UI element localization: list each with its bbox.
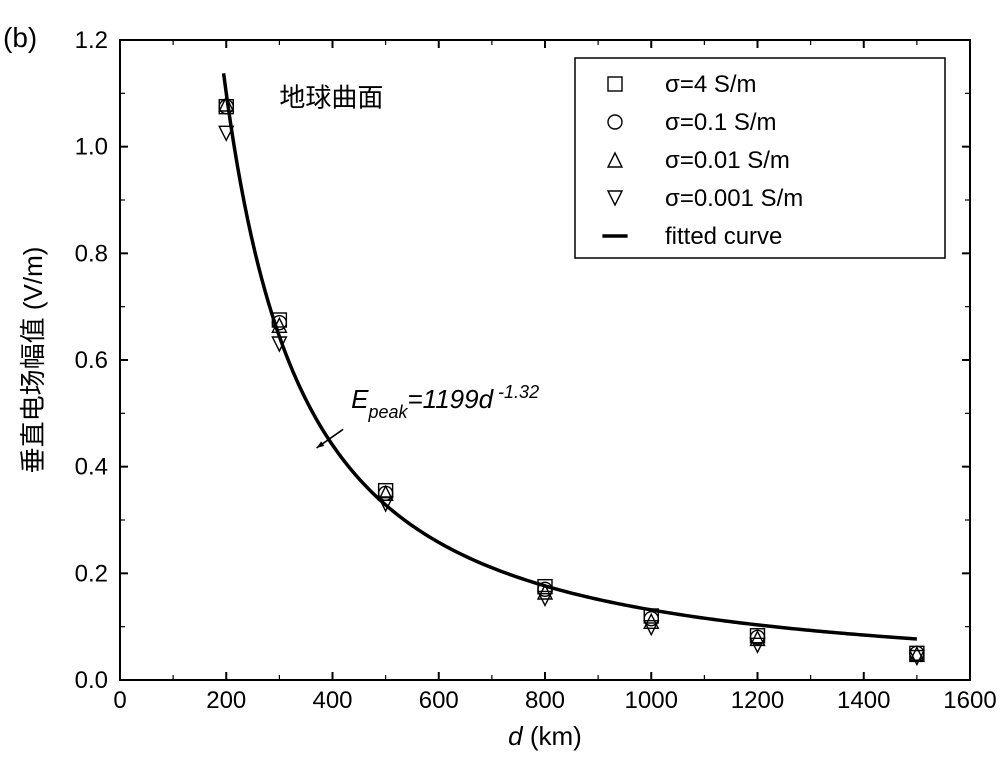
svg-text:0.6: 0.6: [75, 347, 108, 374]
svg-text:0.2: 0.2: [75, 560, 108, 587]
scatter-chart: 0 200 400 600 800 1000 1200 1400 1600 0.0 0.2 0.4 0.…: [0, 0, 1000, 757]
svg-text:1200: 1200: [731, 687, 784, 714]
svg-text:d (km): d (km): [508, 721, 582, 751]
svg-text:1600: 1600: [943, 687, 996, 714]
svg-text:σ=0.01 S/m: σ=0.01 S/m: [665, 147, 790, 174]
svg-text:400: 400: [312, 687, 352, 714]
svg-text:1400: 1400: [837, 687, 890, 714]
svg-text:垂直电场幅值 (V/m): 垂直电场幅值 (V/m): [18, 247, 48, 474]
svg-text:σ=0.1 S/m: σ=0.1 S/m: [665, 109, 777, 136]
svg-text:0: 0: [113, 687, 126, 714]
annotation-surface-label: 地球曲面: [279, 83, 383, 113]
svg-text:fitted curve: fitted curve: [665, 223, 782, 250]
svg-text:800: 800: [525, 687, 565, 714]
panel-label: (b): [3, 22, 37, 54]
svg-text:1.2: 1.2: [75, 27, 108, 54]
svg-text:600: 600: [419, 687, 459, 714]
svg-text:0.4: 0.4: [75, 454, 108, 481]
svg-text:1000: 1000: [625, 687, 678, 714]
svg-text:0.8: 0.8: [75, 240, 108, 267]
legend: σ=4 S/m σ=0.1 S/m σ=0.01 S/m σ=0.001 S/m fit…: [575, 58, 945, 258]
svg-text:σ=4 S/m: σ=4 S/m: [665, 71, 757, 98]
chart-container: (b) 020040060080010001200140016000.00.20…: [0, 0, 1000, 757]
svg-text:200: 200: [206, 687, 246, 714]
annotation-formula-label: Epeak=1199d -1.32: [351, 382, 539, 422]
svg-text:1.0: 1.0: [75, 134, 108, 161]
svg-text:σ=0.001 S/m: σ=0.001 S/m: [665, 185, 803, 212]
svg-text:0.0: 0.0: [75, 667, 108, 694]
